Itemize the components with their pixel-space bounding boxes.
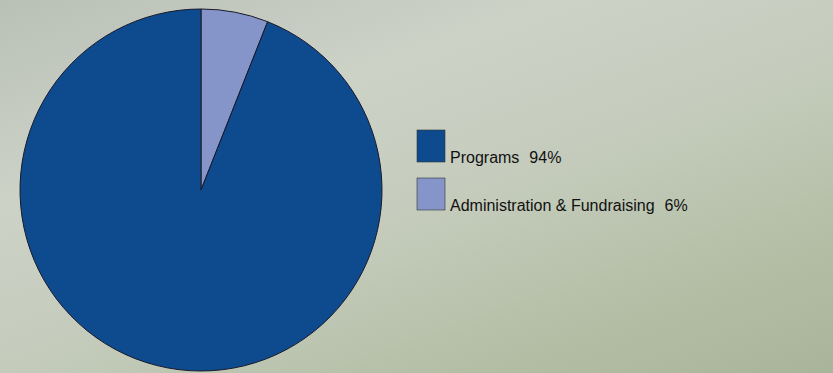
- legend-value: 6%: [665, 197, 688, 214]
- legend-label: Administration & Fundraising 6%: [450, 197, 688, 214]
- legend-value: 94%: [529, 149, 561, 166]
- legend-name: Programs: [450, 149, 519, 166]
- legend-swatch: [417, 178, 445, 210]
- chart: Programs 94% Administration & Fundraising 6…: [0, 0, 833, 373]
- legend-name: Administration & Fundraising: [450, 197, 655, 214]
- pie: [20, 9, 382, 371]
- legend: Programs 94% Administration & Fundraising 6…: [417, 130, 688, 214]
- legend-label: Programs 94%: [450, 149, 561, 166]
- legend-swatch: [417, 130, 445, 162]
- pie-slice: [20, 9, 382, 371]
